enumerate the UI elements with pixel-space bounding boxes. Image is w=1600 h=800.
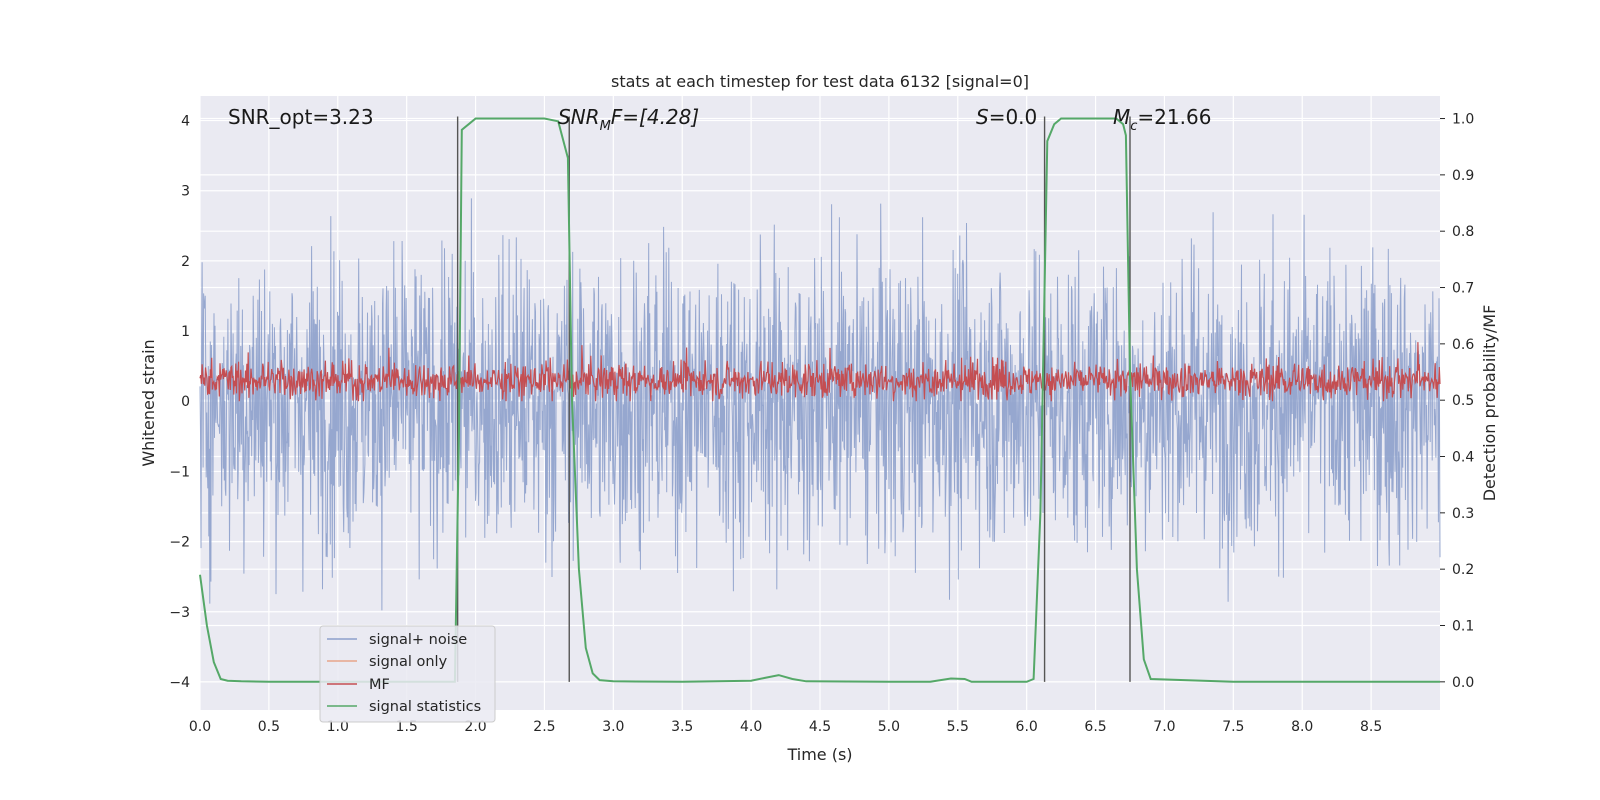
right-tick-label: 0.2 [1452,562,1474,578]
x-tick-label: 1.0 [327,719,349,735]
s-annotation: S=0.0 [976,105,1037,129]
right-tick-label: 0.4 [1452,450,1474,466]
right-tick-label: 0.1 [1452,619,1474,635]
legend-label-mf: MF [369,677,390,693]
x-tick-label: 4.0 [740,719,762,735]
x-tick-label: 2.5 [533,719,555,735]
mc-annotation: Mc=21.66 [1113,105,1211,134]
x-axis-ticks: 0.0 0.5 1.0 1.5 2.0 2.5 3.0 3.5 4.0 4.5 5.0 5.5 6.0 6… [189,719,1382,735]
legend-box [319,625,496,723]
mc-rest: =21.66 [1137,105,1211,129]
legend: signal+ noise signal only MF signal stat… [319,625,496,723]
right-tick-label: 0.9 [1452,168,1474,184]
x-tick-label: 7.0 [1153,719,1175,735]
snr-mf-rest: F=[4.28] [611,105,699,129]
x-tick-label: 1.5 [396,719,418,735]
x-tick-label: 4.5 [809,719,831,735]
mf-line [199,342,1441,402]
x-axis-label: Time (s) [786,745,852,764]
legend-label-signal-only: signal only [369,654,448,670]
s-main: S [976,105,989,129]
legend-label-signal-statistics: signal statistics [369,699,481,715]
x-tick-label: 3.5 [671,719,693,735]
right-tick-label: 1.0 [1452,112,1474,128]
x-tick-label: 5.5 [947,719,969,735]
right-tick-label: 0.6 [1452,337,1474,353]
x-tick-label: 6.0 [1016,719,1038,735]
right-tick-label: 0.5 [1452,393,1474,409]
y-tick-label: 0 [181,394,190,410]
x-tick-label: 8.0 [1291,719,1313,735]
mf-series [199,342,1441,402]
x-tick-label: 2.0 [464,719,486,735]
snr-mf-sub: M [600,119,611,134]
chart-title: stats at each timestep for test data 613… [611,72,1029,91]
right-axis-ticks: 1.0 0.9 0.8 0.7 0.6 0.5 0.4 0.3 0.2 0.1 0.0 [1440,112,1474,691]
y-tick-label: 2 [181,254,190,270]
snr-mf-annotation: SNRMF=[4.28] [558,105,699,134]
y-tick-label: −2 [169,535,190,551]
x-tick-label: 0.0 [189,719,211,735]
y-tick-label: 3 [181,184,190,200]
right-tick-label: 0.7 [1452,281,1474,297]
y-axis-ticks: 4 3 2 1 0 −1 −2 −3 −4 [169,114,190,691]
x-tick-label: 5.0 [878,719,900,735]
s-rest: =0.0 [989,105,1038,129]
y-axis-label: Whitened strain [139,339,158,466]
right-axis-label: Detection probability/MF [1480,305,1499,502]
x-tick-label: 3.0 [602,719,624,735]
y-tick-label: 4 [181,114,190,130]
y-tick-label: −4 [169,675,190,691]
y-tick-label: −1 [169,464,190,480]
right-tick-label: 0.8 [1452,224,1474,240]
mc-sub: c [1130,119,1137,134]
x-tick-label: 8.5 [1360,719,1382,735]
x-tick-label: 6.5 [1084,719,1106,735]
right-tick-label: 0.0 [1452,675,1474,691]
snr-mf-main: SNR [558,105,600,129]
y-tick-label: −3 [169,605,190,621]
y-tick-label: 1 [181,324,190,340]
legend-label-signal-noise: signal+ noise [369,632,467,648]
x-tick-label: 7.5 [1222,719,1244,735]
mc-main: M [1113,105,1130,129]
snr-opt-annotation: SNR_opt=3.23 [228,105,374,129]
x-tick-label: 0.5 [258,719,280,735]
right-tick-label: 0.3 [1452,506,1474,522]
